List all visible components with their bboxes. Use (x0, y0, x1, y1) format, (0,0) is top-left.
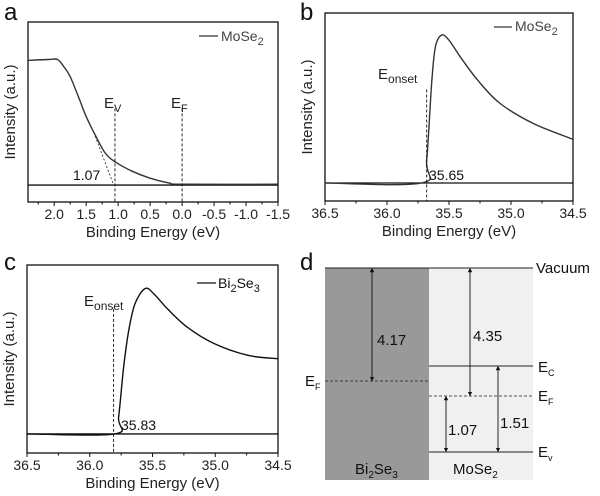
panel-label-d: d (300, 249, 313, 276)
x-tick-label: 36.0 (373, 205, 400, 221)
x-tick-label: 0.5 (140, 206, 160, 222)
x-tick-label: 35.5 (139, 457, 166, 473)
series-line (324, 34, 574, 186)
extrapolation-value-label: 1.07 (73, 167, 100, 183)
x-tick-label: 35.0 (497, 205, 524, 221)
x-axis-title: Binding Energy (eV) (85, 475, 219, 492)
ef-ev-gap-label: 1.07 (448, 422, 477, 439)
ec-label: EC (538, 359, 555, 378)
onset-value-label: 35.83 (121, 417, 156, 433)
legend: Bi2Se3 (197, 275, 260, 295)
legend-label: MoSe2 (221, 28, 264, 48)
mose2-label: MoSe2 (453, 461, 498, 481)
legend-label: Bi2Se3 (218, 275, 260, 295)
x-tick-label: 34.5 (559, 205, 586, 221)
panel-c-chart: 36.5 36.0 35.5 35.0 34.5 Binding Energy (eV) I… (1, 264, 292, 492)
panel-b-annotations: Eonset 35.65 MoSe2 (378, 18, 558, 183)
x-tick-label: -0.5 (202, 206, 226, 222)
legend-label: MoSe2 (515, 18, 558, 38)
ev-label: EV (104, 95, 122, 115)
mose2-work-function-label: 4.35 (473, 328, 502, 345)
x-axis-title: Binding Energy (eV) (86, 224, 220, 241)
y-axis-title: Intensity (a.u.) (1, 311, 18, 406)
extrapolation-line (94, 135, 115, 186)
onset-value-label: 35.65 (429, 167, 464, 183)
bi2se3-label: Bi2Se3 (355, 461, 398, 481)
panel-c-annotations: Eonset 35.83 Bi2Se3 (84, 275, 260, 433)
x-tick-label: 35.0 (202, 457, 229, 473)
onset-label: Eonset (378, 66, 418, 86)
bi2se3-ef-label: EF (305, 373, 321, 392)
bi2se3-work-function-label: 4.17 (377, 332, 406, 349)
panel-label-a: a (4, 0, 18, 26)
x-tick-label: 36.5 (311, 205, 338, 221)
x-tick-label: 1.5 (76, 206, 96, 222)
x-tick-label: 36.5 (13, 457, 40, 473)
x-tick-label: -1.0 (234, 206, 258, 222)
x-tick-label: 1.0 (108, 206, 128, 222)
band-diagram: Vacuum EF EC EF Ev 4.17 4.35 1.07 1.51 B… (305, 260, 590, 481)
series-line (27, 58, 279, 186)
ev-label: Ev (538, 444, 553, 463)
panel-label-c: c (4, 249, 16, 276)
vacuum-label: Vacuum (536, 260, 590, 277)
legend: MoSe2 (494, 18, 558, 38)
mose2-block (429, 268, 533, 480)
y-axis-title: Intensity (a.u.) (299, 59, 316, 154)
panel-a-annotations: EV EF 1.07 MoSe2 (73, 28, 264, 183)
x-tick-label: -1.5 (266, 206, 290, 222)
x-axis-title: Binding Energy (eV) (382, 223, 516, 240)
bi2se3-block (325, 268, 429, 480)
x-tick-label: 35.5 (435, 205, 462, 221)
y-axis-title: Intensity (a.u.) (2, 64, 19, 159)
x-tick-label: 36.0 (76, 457, 103, 473)
mose2-ef-label: EF (538, 388, 554, 407)
onset-label: Eonset (84, 293, 124, 313)
legend: MoSe2 (199, 28, 264, 48)
x-tick-label: 34.5 (264, 457, 291, 473)
panel-label-b: b (300, 0, 313, 26)
panel-b-chart: 36.5 36.0 35.5 35.0 34.5 Binding Energy (eV) I… (299, 12, 587, 240)
series-line (26, 287, 279, 436)
plot-frame (27, 21, 279, 203)
ef-label: EF (171, 95, 188, 115)
band-gap-label: 1.51 (500, 415, 529, 432)
panel-a-chart: 2.0 1.5 1.0 0.5 0.0 -0.5 -1.0 -1.5 Binding Energ… (2, 21, 290, 241)
x-tick-label: 2.0 (44, 206, 64, 222)
x-tick-label: 0.0 (172, 206, 192, 222)
